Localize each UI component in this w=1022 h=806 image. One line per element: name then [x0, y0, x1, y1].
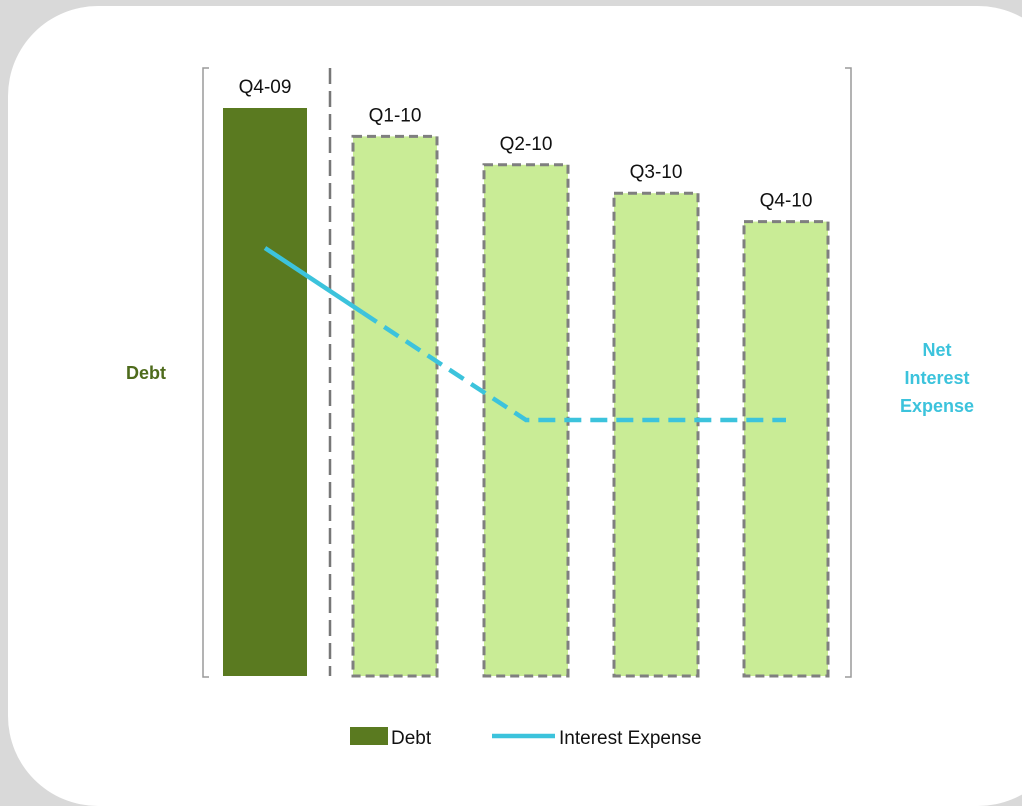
category-label-q4-10: Q4-10: [760, 191, 813, 212]
category-labels: Q4-09 Q1-10 Q2-10 Q3-10 Q4-10: [239, 77, 813, 212]
left-bracket: [202, 67, 209, 678]
right-label-line: Net: [922, 340, 951, 360]
debt-bar-q3-10: [612, 191, 700, 678]
legend-swatch-debt: [350, 727, 388, 745]
interest-expense-line: [263, 246, 786, 423]
legend-label-debt: Debt: [391, 728, 432, 749]
debt-bar-q4-10: [742, 220, 830, 678]
right-axis-label: Net Interest Expense: [900, 340, 974, 416]
debt-bar-q4-09: [223, 108, 307, 676]
bars-group: [223, 108, 830, 678]
category-label-q4-09: Q4-09: [239, 77, 292, 98]
category-label-q2-10: Q2-10: [500, 134, 553, 155]
category-label-q3-10: Q3-10: [630, 162, 683, 183]
legend: Debt Interest Expense: [350, 727, 702, 749]
right-bracket: [845, 67, 852, 678]
right-label-line: Expense: [900, 396, 974, 416]
right-label-line: Interest: [904, 368, 969, 388]
debt-bar-q1-10: [351, 134, 439, 678]
interest-line-actual: [263, 246, 364, 315]
debt-interest-chart: Q4-09 Q1-10 Q2-10 Q3-10 Q4-10 Debt Net Intere…: [126, 67, 974, 749]
legend-label-interest: Interest Expense: [559, 728, 702, 749]
left-axis-label: Debt: [126, 363, 166, 383]
brackets: [202, 67, 852, 678]
category-label-q1-10: Q1-10: [369, 105, 422, 126]
interest-line-projected: [361, 310, 786, 423]
